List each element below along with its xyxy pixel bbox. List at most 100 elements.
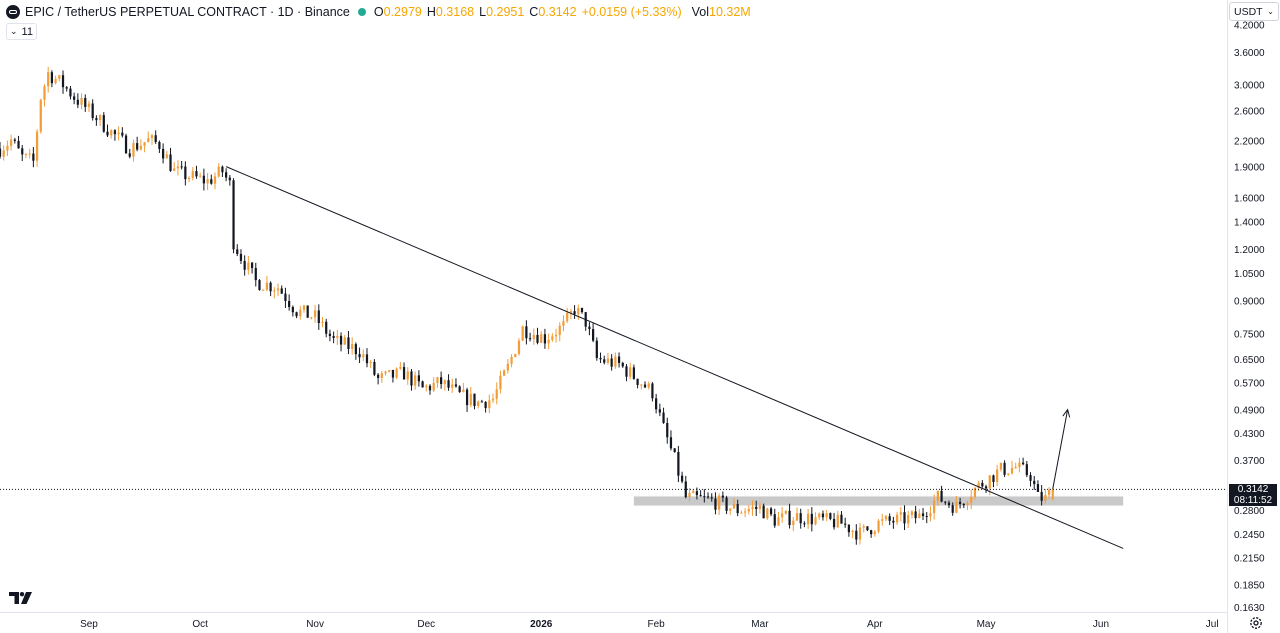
candle-up	[2, 150, 5, 157]
currency-label: USDT	[1234, 5, 1263, 18]
candle-down	[0, 148, 2, 157]
candle-down	[239, 253, 243, 261]
candle-up	[692, 491, 695, 494]
price-tick-label: 1.2000	[1234, 245, 1265, 256]
candle-down	[840, 514, 843, 524]
candle-down	[410, 371, 413, 386]
candle-down	[1040, 491, 1043, 501]
candle-down	[347, 337, 350, 350]
candle-down	[243, 260, 246, 270]
symbol-legend: EPIC / TetherUS PERPETUAL CONTRACT · 1D …	[6, 4, 751, 20]
currency-select[interactable]: USDT ⌄	[1229, 2, 1279, 21]
candle-down	[210, 179, 213, 184]
candle-up	[996, 469, 999, 482]
candle-up	[1014, 467, 1017, 469]
candle-down	[428, 385, 432, 391]
candle-up	[176, 166, 180, 169]
indicators-toggle[interactable]: ⌄ 11	[6, 23, 37, 40]
price-tick-label: 0.4300	[1234, 429, 1265, 440]
candle-up	[299, 309, 302, 317]
candle-down	[202, 175, 205, 184]
candle-up	[966, 502, 969, 506]
candle-down	[288, 300, 291, 307]
time-tick-label: Jun	[1093, 619, 1109, 630]
candle-down	[1033, 480, 1036, 485]
candle-up	[999, 462, 1002, 470]
candle-up	[569, 311, 572, 313]
candle-down	[625, 366, 628, 377]
time-tick-label: 2026	[530, 619, 553, 630]
candle-down	[677, 452, 680, 476]
candle-down	[655, 398, 658, 410]
candle-up	[629, 367, 632, 377]
candle-down	[903, 512, 906, 524]
time-tick-label: Dec	[417, 619, 435, 630]
candle-up	[640, 384, 643, 386]
candle-down	[373, 361, 376, 375]
price-tick-label: 0.1850	[1234, 580, 1265, 591]
candle-up	[933, 500, 936, 514]
candle-down	[169, 154, 172, 171]
support-zone	[633, 496, 1124, 506]
candle-up	[973, 487, 977, 497]
gear-icon[interactable]	[1247, 614, 1265, 632]
candle-down	[180, 166, 183, 168]
candle-down	[755, 506, 758, 509]
candle-up	[491, 398, 495, 401]
symbol-title[interactable]: EPIC / TetherUS PERPETUAL CONTRACT · 1D …	[25, 5, 350, 19]
candle-down	[269, 282, 272, 292]
candle-up	[213, 176, 217, 184]
candle-down	[391, 369, 395, 378]
candle-up	[521, 326, 524, 341]
candle-down	[91, 103, 94, 119]
candle-up	[247, 262, 250, 270]
candle-up	[506, 363, 509, 371]
candle-down	[940, 490, 943, 502]
candle-down	[617, 356, 621, 363]
candle-up	[425, 385, 428, 388]
candle-down	[195, 171, 198, 177]
candle-down	[236, 249, 239, 254]
candle-up	[503, 370, 506, 376]
time-tick-label: Feb	[648, 619, 666, 630]
candle-down	[703, 496, 706, 498]
candle-up	[488, 400, 491, 409]
price-tick-label: 0.2150	[1234, 553, 1265, 564]
tradingview-logo-icon[interactable]	[9, 591, 33, 605]
candle-down	[13, 139, 16, 141]
candle-up	[836, 514, 839, 528]
candle-down	[84, 97, 87, 107]
candle-down	[684, 481, 687, 498]
candle-down	[643, 384, 647, 388]
candle-down	[106, 131, 109, 136]
candle-up	[110, 130, 113, 136]
candle-down	[339, 335, 343, 345]
candle-up	[1047, 489, 1051, 495]
candle-down	[221, 166, 224, 173]
candle-down	[440, 377, 443, 385]
candle-up	[469, 393, 472, 406]
high-label: H	[426, 5, 436, 19]
candle-up	[384, 371, 387, 374]
breakout-arrow	[1052, 409, 1069, 489]
candle-down	[773, 514, 776, 526]
candle-down	[17, 140, 20, 149]
candle-up	[399, 366, 402, 369]
candle-up	[899, 512, 902, 515]
candle-up	[1044, 494, 1047, 501]
candle-up	[191, 171, 194, 178]
candle-up	[369, 361, 372, 364]
candle-up	[24, 153, 28, 155]
market-open-dot	[357, 8, 366, 16]
candle-up	[718, 495, 721, 510]
candle-up	[1010, 467, 1014, 474]
candle-up	[1051, 489, 1054, 499]
price-tick-label: 2.2000	[1234, 136, 1265, 147]
candle-down	[658, 409, 661, 413]
candle-up	[499, 375, 502, 390]
candle-up	[510, 356, 513, 364]
candle-down	[921, 513, 925, 517]
candle-up	[688, 493, 691, 498]
